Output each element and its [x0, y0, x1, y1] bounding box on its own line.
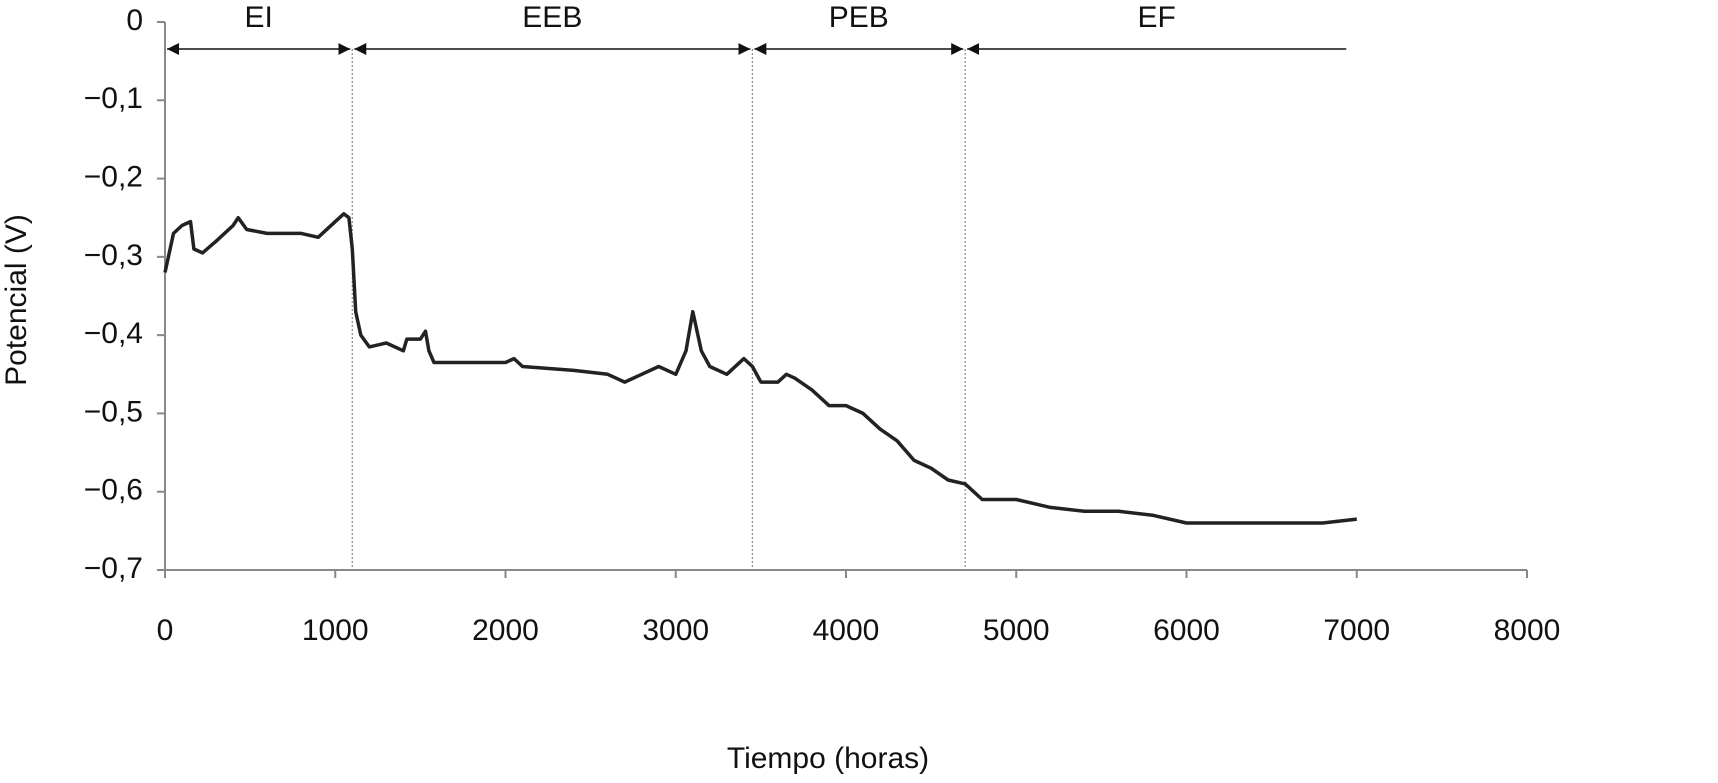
- x-axis-label: Tiempo (horas): [727, 742, 929, 775]
- x-tick-label: 1000: [302, 614, 369, 647]
- y-tick-label: −0,6: [84, 474, 143, 507]
- x-tick-label: 4000: [813, 614, 880, 647]
- x-tick-label: 0: [157, 614, 174, 647]
- x-tick-label: 6000: [1153, 614, 1220, 647]
- y-tick-label: −0,3: [84, 239, 143, 272]
- x-tick-label: 2000: [472, 614, 539, 647]
- data-line: [163, 212, 1357, 525]
- x-tick-label: 7000: [1323, 614, 1390, 647]
- y-tick-label: −0,4: [84, 317, 143, 350]
- y-axis-label: Potencial (V): [0, 214, 33, 386]
- y-tick-label: 0: [126, 4, 143, 37]
- y-tick-label: −0,2: [84, 160, 143, 193]
- x-tick-label: 3000: [642, 614, 709, 647]
- x-tick-label: 5000: [983, 614, 1050, 647]
- x-tick-label: 8000: [1494, 614, 1561, 647]
- region-label: EEB: [522, 1, 582, 34]
- region-label: EI: [244, 1, 272, 34]
- y-tick-label: −0,5: [84, 395, 143, 428]
- y-tick-label: −0,7: [84, 552, 143, 585]
- y-tick-label: −0,1: [84, 82, 143, 115]
- region-label: EF: [1138, 1, 1176, 34]
- region-label: PEB: [829, 1, 889, 34]
